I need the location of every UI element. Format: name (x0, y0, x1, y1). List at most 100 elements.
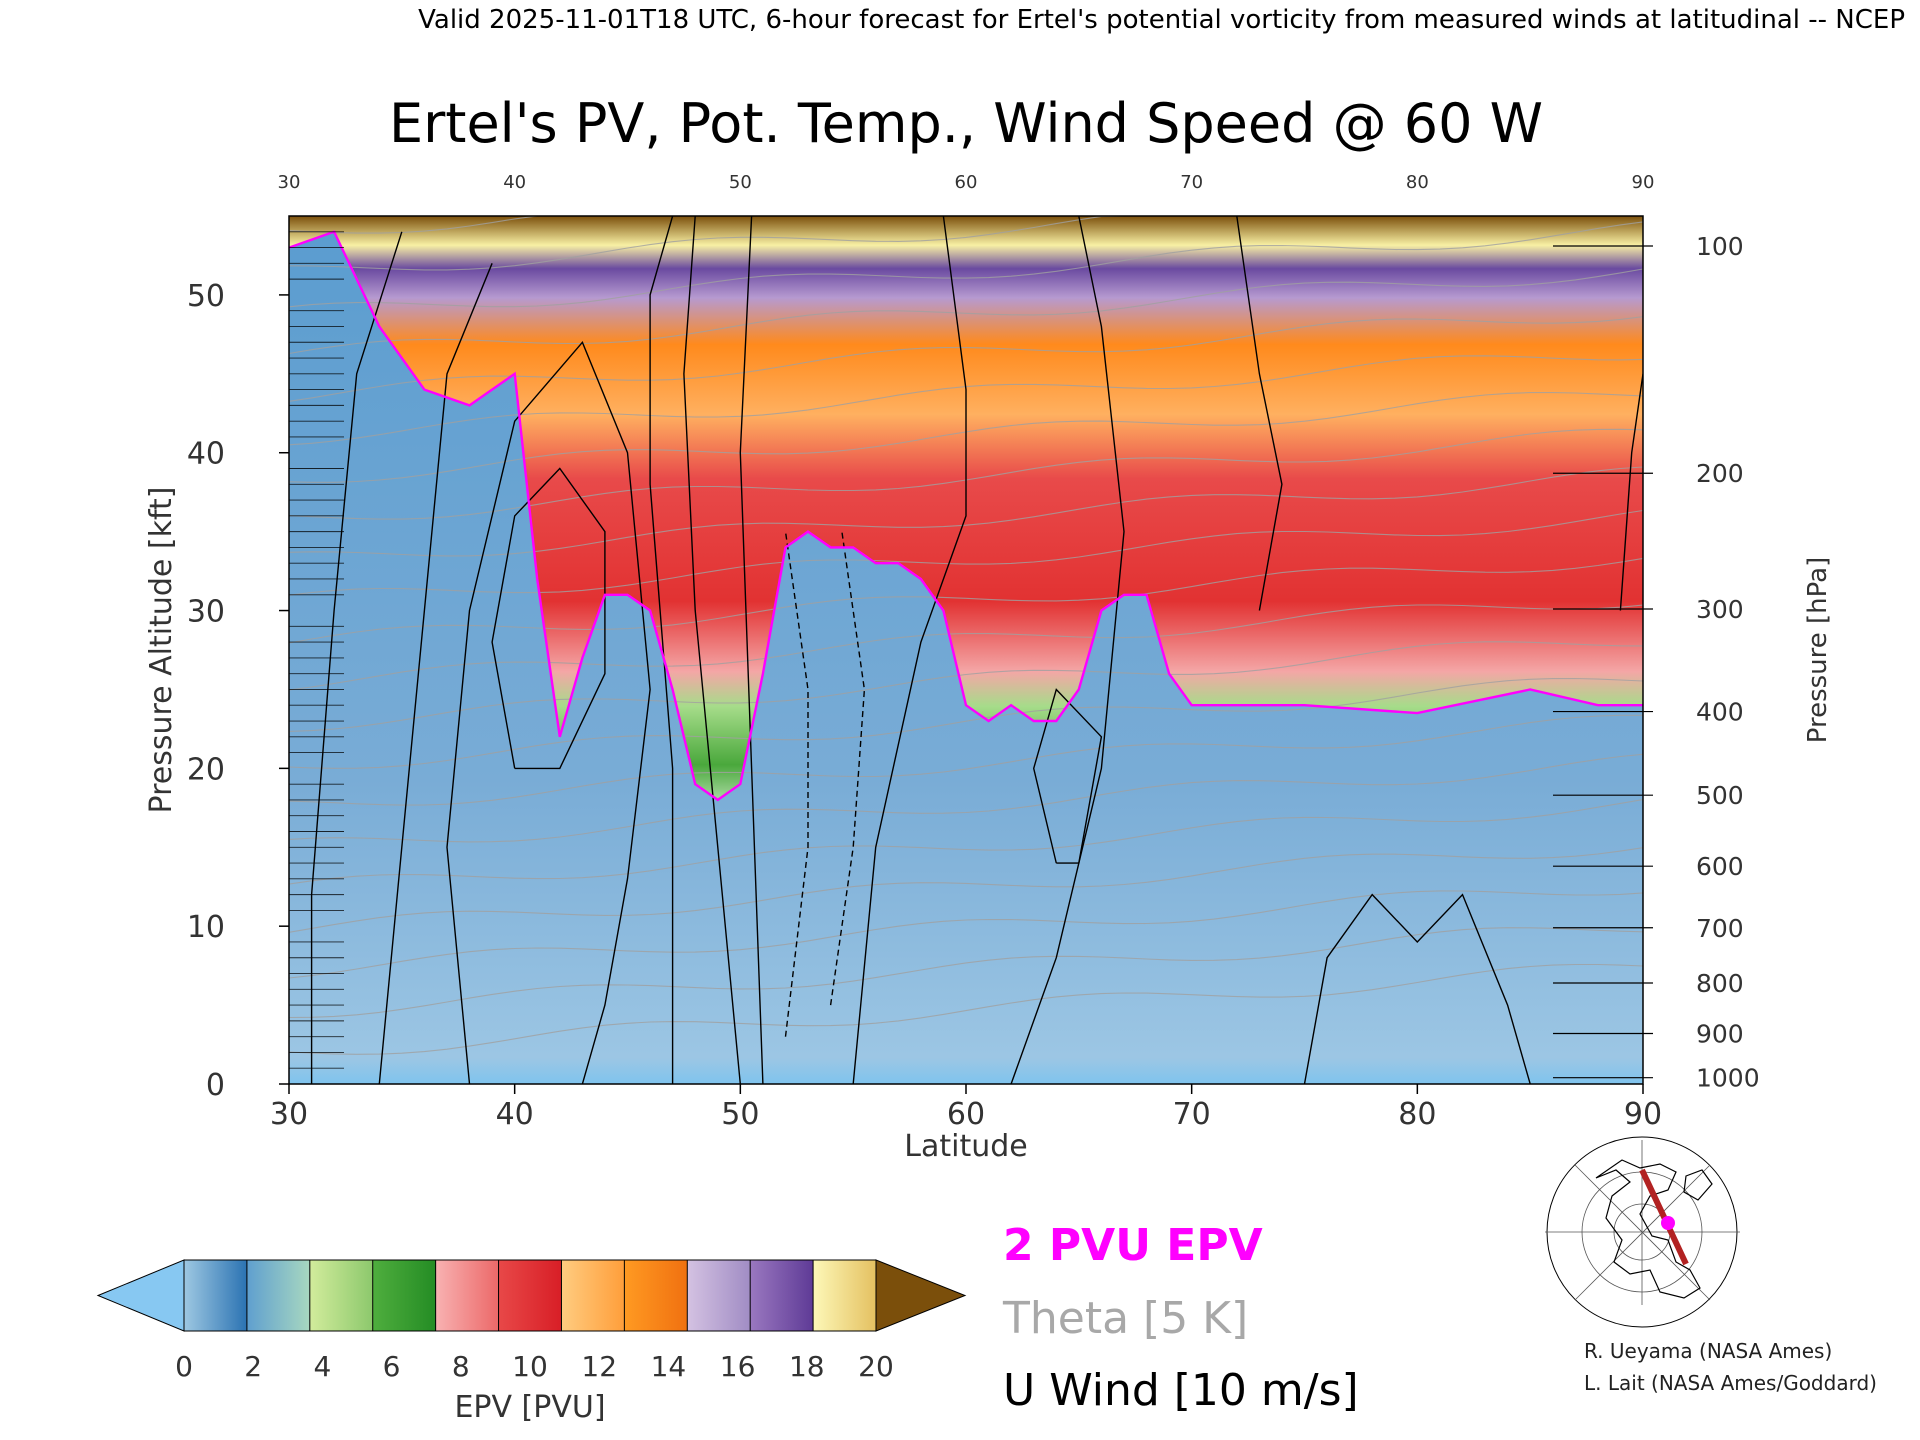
pressure-tick-label: 700 (1696, 914, 1744, 943)
theta-contour (289, 216, 1643, 271)
legend-wind: U Wind [10 m/s] (1003, 1365, 1359, 1416)
colorbar-band (435, 1260, 500, 1331)
theta-contour (289, 890, 1643, 979)
pressure-tick-label: 200 (1696, 459, 1744, 488)
colorbar-tick-label: 10 (512, 1350, 548, 1383)
x-top-tick-label: 60 (955, 172, 978, 193)
colorbar-band (624, 1260, 688, 1331)
wind-contour (378, 263, 493, 1084)
pressure-tick-label: 800 (1696, 969, 1744, 998)
wind-contour (1619, 373, 1643, 611)
colorbar-band (372, 1260, 437, 1331)
colorbar-band (246, 1260, 311, 1331)
pressure-tick-label: 600 (1696, 852, 1744, 881)
colorbar-band (561, 1260, 625, 1331)
colorbar: 0 2 4 6 8 10 12 14 16 18 20 (96, 1259, 967, 1383)
colorbar-band (750, 1260, 814, 1331)
x-axis: 30 40 50 60 70 80 90 (270, 1084, 1662, 1132)
colorbar-band (309, 1260, 374, 1331)
y-axis: 0 10 20 30 40 50 (187, 231, 344, 1103)
wind-contour (1236, 216, 1283, 611)
pressure-tick-label: 300 (1696, 595, 1744, 624)
wind-contour (683, 216, 741, 1084)
x-tick-label: 40 (496, 1097, 534, 1132)
wind-contour (1032, 688, 1103, 864)
pv2-tropopause-line (289, 230, 1643, 802)
theta-contour (289, 268, 1643, 355)
y-tick-label: 0 (206, 1068, 225, 1103)
theta-contour (289, 799, 1643, 885)
y-tick-label: 20 (187, 752, 225, 787)
wind-contour (1010, 216, 1125, 1084)
colorbar-band (184, 1260, 248, 1331)
colorbar-band (687, 1260, 751, 1331)
colorbar-band (498, 1260, 562, 1331)
x-top-tick-label: 50 (729, 172, 752, 193)
wind-contour (491, 467, 606, 770)
legend-theta: Theta [5 K] (1002, 1293, 1248, 1344)
chart-title: Ertel's PV, Pot. Temp., Wind Speed @ 60 … (389, 92, 1543, 155)
plot-area (289, 216, 1643, 1084)
theta-contour (289, 963, 1643, 1055)
pressure-tick-label: 500 (1696, 781, 1744, 810)
colorbar-band (813, 1260, 877, 1331)
pressure-tick-label: 100 (1696, 232, 1744, 261)
colorbar-label: EPV [PVU] (454, 1390, 605, 1425)
colorbar-tick-label: 8 (452, 1350, 470, 1383)
colorbar-tick-label: 2 (244, 1350, 262, 1383)
theta-contour (289, 604, 1643, 691)
pressure-axis: 100 200 300 400 500 600 700 800 900 1000 (1553, 232, 1760, 1093)
x-top-tick-label: 40 (503, 172, 526, 193)
theta-contour (289, 221, 1643, 308)
y-tick-label: 40 (187, 437, 225, 472)
x-top-tick-label: 90 (1632, 172, 1655, 193)
theta-contour (289, 847, 1643, 933)
theta-contour (289, 641, 1643, 732)
wind-contour (739, 216, 764, 1084)
x-axis-label: Latitude (904, 1129, 1027, 1164)
credit-line-2: L. Lait (NASA Ames/Goddard) (1584, 1371, 1877, 1395)
x-tick-label: 90 (1624, 1097, 1662, 1132)
theta-contour (289, 216, 1643, 234)
theta-contour (289, 466, 1643, 557)
theta-contour (289, 927, 1643, 1019)
colorbar-over-arrow (875, 1259, 967, 1332)
y-tick-label: 10 (187, 910, 225, 945)
section-location-map (1542, 1136, 1742, 1328)
x-tick-label: 50 (721, 1097, 759, 1132)
x-axis-top: 30 40 50 60 70 80 90 (278, 172, 1655, 193)
credit-line-1: R. Ueyama (NASA Ames) (1584, 1339, 1832, 1363)
x-top-tick-label: 30 (278, 172, 301, 193)
wind-contour (852, 216, 967, 1084)
y-tick-label: 50 (187, 279, 225, 314)
colorbar-tick-label: 12 (581, 1350, 617, 1383)
wind-contour-negative (784, 531, 809, 1037)
colorbar-tick-label: 14 (651, 1350, 687, 1383)
y-axis-label: Pressure Altitude [kft] (144, 487, 179, 814)
colorbar-tick-label: 6 (383, 1350, 401, 1383)
legend-pv2: 2 PVU EPV (1003, 1220, 1263, 1271)
y-tick-label: 30 (187, 595, 225, 630)
pressure-axis-label: Pressure [hPa] (1803, 557, 1833, 744)
x-top-tick-label: 80 (1406, 172, 1429, 193)
colorbar-tick-label: 0 (175, 1350, 193, 1383)
x-tick-label: 30 (270, 1097, 308, 1132)
pressure-tick-label: 900 (1696, 1019, 1744, 1048)
x-tick-label: 70 (1173, 1097, 1211, 1132)
theta-contour (289, 557, 1643, 644)
wind-contour (649, 216, 674, 1084)
colorbar-tick-label: 18 (789, 1350, 825, 1383)
wind-contour (446, 340, 651, 1084)
pressure-tick-label: 1000 (1696, 1064, 1760, 1093)
theta-contour (289, 509, 1643, 596)
wind-contour (1303, 893, 1531, 1084)
theta-contour (289, 714, 1643, 806)
theta-contours (289, 216, 1643, 1055)
header-text: Valid 2025-11-01T18 UTC, 6-hour forecast… (418, 5, 1905, 35)
theta-contour (289, 753, 1643, 843)
x-top-tick-label: 70 (1180, 172, 1203, 193)
pressure-tick-label: 400 (1696, 698, 1744, 727)
colorbar-under-arrow (96, 1259, 185, 1332)
x-tick-label: 80 (1398, 1097, 1436, 1132)
